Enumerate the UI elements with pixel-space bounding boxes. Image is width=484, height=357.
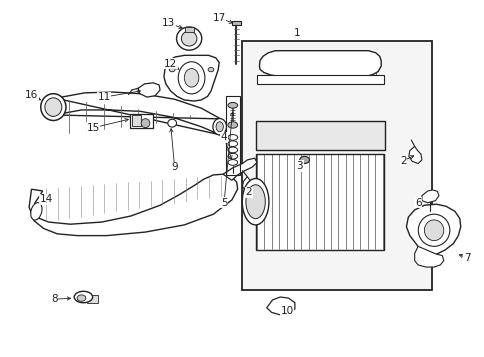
Polygon shape xyxy=(421,190,438,203)
Text: 10: 10 xyxy=(280,306,293,316)
Bar xyxy=(257,75,383,84)
Text: 15: 15 xyxy=(86,123,100,133)
Text: 9: 9 xyxy=(171,162,178,172)
Polygon shape xyxy=(138,83,160,97)
Ellipse shape xyxy=(141,119,150,128)
Ellipse shape xyxy=(45,98,62,116)
Ellipse shape xyxy=(169,67,175,72)
Ellipse shape xyxy=(417,214,449,246)
Text: 14: 14 xyxy=(39,194,53,204)
Polygon shape xyxy=(255,154,383,250)
Text: 2: 2 xyxy=(245,187,252,197)
Ellipse shape xyxy=(245,185,265,218)
Bar xyxy=(132,115,140,126)
Text: 13: 13 xyxy=(162,18,175,28)
Polygon shape xyxy=(406,204,460,255)
Polygon shape xyxy=(54,92,220,135)
Text: 6: 6 xyxy=(414,198,421,208)
Bar xyxy=(231,21,240,25)
Ellipse shape xyxy=(167,119,176,127)
Bar xyxy=(87,295,98,303)
Ellipse shape xyxy=(227,102,237,108)
Ellipse shape xyxy=(227,122,237,128)
Polygon shape xyxy=(223,158,257,180)
Ellipse shape xyxy=(216,122,223,132)
Text: 2: 2 xyxy=(399,156,406,166)
Polygon shape xyxy=(408,146,421,164)
Bar xyxy=(256,121,384,150)
Text: 8: 8 xyxy=(51,294,58,304)
Ellipse shape xyxy=(77,295,86,301)
Ellipse shape xyxy=(178,62,205,94)
Ellipse shape xyxy=(176,27,201,50)
Ellipse shape xyxy=(212,119,226,135)
Polygon shape xyxy=(29,174,237,236)
Bar xyxy=(185,27,194,32)
Bar xyxy=(130,114,153,128)
Ellipse shape xyxy=(242,178,268,225)
Polygon shape xyxy=(259,51,380,76)
Ellipse shape xyxy=(74,291,92,303)
Text: 3: 3 xyxy=(296,161,302,171)
Ellipse shape xyxy=(184,69,198,87)
Ellipse shape xyxy=(299,156,309,164)
Polygon shape xyxy=(266,297,294,315)
Text: 4: 4 xyxy=(220,132,227,142)
Text: 7: 7 xyxy=(463,253,469,263)
Polygon shape xyxy=(414,246,443,267)
Ellipse shape xyxy=(41,94,66,121)
Polygon shape xyxy=(242,177,254,193)
Polygon shape xyxy=(164,55,219,101)
Text: 11: 11 xyxy=(97,92,111,102)
Text: 5: 5 xyxy=(220,198,227,208)
Text: 12: 12 xyxy=(164,59,177,69)
Text: 16: 16 xyxy=(25,90,38,100)
Ellipse shape xyxy=(208,67,213,72)
Text: 1: 1 xyxy=(293,28,300,38)
Ellipse shape xyxy=(424,220,443,241)
Text: 17: 17 xyxy=(212,13,226,23)
Bar xyxy=(226,96,239,175)
Ellipse shape xyxy=(181,31,197,46)
Ellipse shape xyxy=(30,203,42,220)
Bar xyxy=(241,41,431,290)
